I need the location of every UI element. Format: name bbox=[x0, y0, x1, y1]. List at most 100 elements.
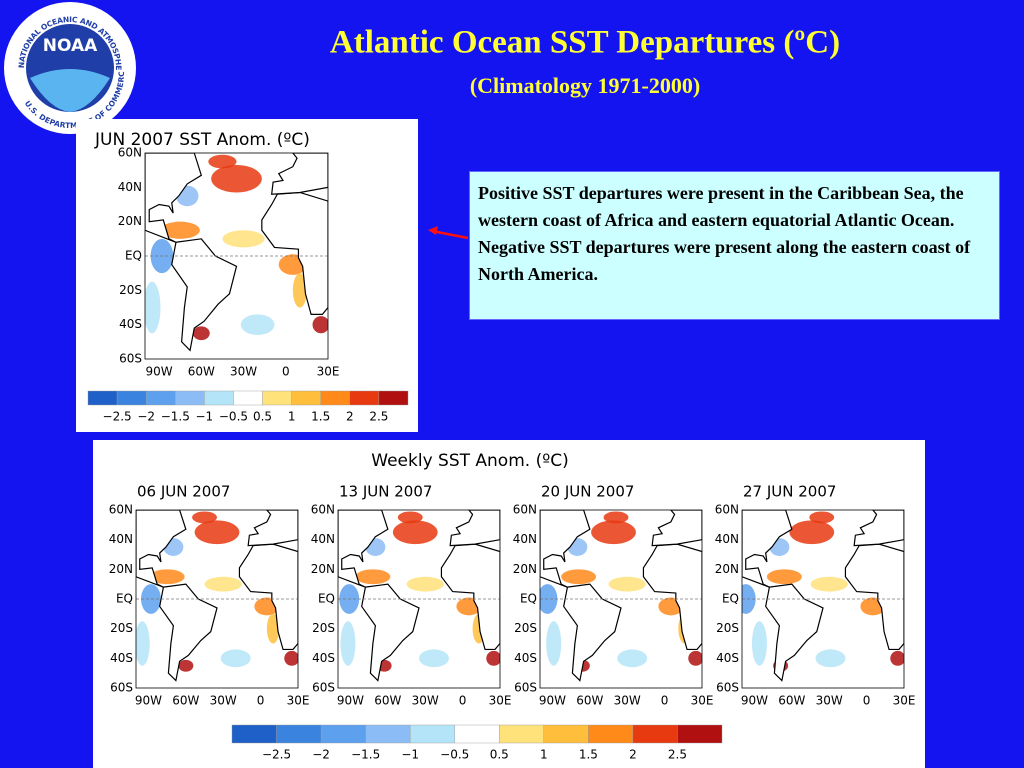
anomaly-region bbox=[208, 154, 237, 169]
lat-label: EQ bbox=[722, 592, 739, 606]
map-area bbox=[136, 510, 298, 688]
anomaly-region bbox=[149, 569, 185, 585]
anomaly-region bbox=[145, 281, 161, 334]
land bbox=[742, 510, 793, 588]
lon-label: 30W bbox=[210, 694, 237, 708]
map-frame bbox=[337, 509, 501, 689]
map bbox=[338, 510, 500, 688]
weekly-map-title: Weekly SST Anom. (ºC) bbox=[371, 451, 568, 471]
lon-label: 0 bbox=[863, 694, 871, 708]
lon-label: 30E bbox=[317, 365, 340, 379]
lon-label: 30W bbox=[412, 694, 439, 708]
land bbox=[361, 583, 420, 682]
anomaly-region bbox=[608, 576, 646, 592]
lon-label: 30E bbox=[893, 694, 916, 708]
lat-label: 40S bbox=[119, 317, 142, 331]
land bbox=[238, 543, 298, 651]
land bbox=[136, 510, 187, 588]
panel-title: 27 JUN 2007 bbox=[743, 483, 836, 501]
lon-label: 60W bbox=[576, 694, 603, 708]
colorbar-cell bbox=[204, 390, 234, 406]
lon-label: 90W bbox=[146, 365, 173, 379]
lon-label: 60W bbox=[374, 694, 401, 708]
anomaly-region bbox=[751, 621, 767, 666]
lat-label: 40N bbox=[513, 532, 537, 546]
lat-label: 40S bbox=[110, 651, 133, 665]
map-frame bbox=[741, 509, 905, 689]
map bbox=[145, 153, 328, 359]
lat-label: 60S bbox=[312, 681, 335, 695]
land bbox=[247, 510, 298, 547]
logo-text: NOAA bbox=[43, 36, 98, 56]
anomaly-region bbox=[211, 165, 262, 193]
colorbar-label: 1 bbox=[288, 410, 296, 424]
panel-title: 13 JUN 2007 bbox=[339, 483, 432, 501]
slide-title: Atlantic Ocean SST Departures (ºC) bbox=[330, 25, 840, 61]
slide-subtitle: (Climatology 1971-2000) bbox=[470, 73, 700, 98]
map bbox=[540, 510, 702, 688]
colorbar-cell bbox=[677, 724, 723, 744]
colorbar-cell bbox=[233, 390, 263, 406]
colorbar-label: 2 bbox=[629, 748, 637, 762]
lat-label: 40N bbox=[109, 532, 133, 546]
colorbar-cell bbox=[291, 390, 321, 406]
colorbar-label: 1.5 bbox=[311, 410, 330, 424]
map-area bbox=[338, 510, 500, 688]
land bbox=[651, 510, 702, 547]
land bbox=[145, 153, 203, 243]
lat-label: 20N bbox=[513, 562, 537, 576]
land bbox=[159, 583, 218, 682]
lon-label: 90W bbox=[741, 694, 768, 708]
lon-label: 60W bbox=[778, 694, 805, 708]
noaa-logo: NOAA NATIONAL OCEANIC AND ATMOSPHERIC AD… bbox=[0, 0, 136, 134]
lat-label: 20N bbox=[311, 562, 335, 576]
anomaly-region bbox=[340, 621, 356, 666]
lon-label: 30W bbox=[230, 365, 257, 379]
colorbar-label: 2.5 bbox=[369, 410, 388, 424]
colorbar-cell bbox=[454, 724, 500, 744]
lat-label: 20N bbox=[715, 562, 739, 576]
lon-label: 90W bbox=[337, 694, 364, 708]
lat-label: EQ bbox=[520, 592, 537, 606]
anomaly-region bbox=[890, 650, 904, 666]
lon-label: 30W bbox=[816, 694, 843, 708]
colorbar-label: −1.5 bbox=[161, 410, 190, 424]
map bbox=[136, 510, 298, 688]
colorbar-label: −2 bbox=[137, 410, 155, 424]
arrow-head bbox=[428, 226, 438, 235]
colorbar-cell bbox=[87, 390, 118, 406]
anomaly-region bbox=[809, 511, 835, 524]
colorbar-cell bbox=[499, 724, 545, 744]
colorbar-cell bbox=[231, 724, 277, 744]
lat-label: EQ bbox=[116, 592, 133, 606]
monthly-map-title: JUN 2007 SST Anom. (ºC) bbox=[94, 130, 310, 150]
anomaly-region bbox=[392, 520, 438, 545]
anomaly-region bbox=[486, 650, 500, 666]
colorbar-label: 1.5 bbox=[579, 748, 598, 762]
colorbar-label: −0.5 bbox=[440, 748, 469, 762]
map-area bbox=[742, 510, 904, 688]
colorbar-label: −1 bbox=[401, 748, 419, 762]
lat-label: 40N bbox=[715, 532, 739, 546]
anomaly-region bbox=[419, 649, 449, 668]
map-area bbox=[145, 153, 328, 359]
lat-label: EQ bbox=[318, 592, 335, 606]
colorbar-label: 2 bbox=[346, 410, 354, 424]
lon-label: 30E bbox=[287, 694, 310, 708]
colorbar-label: −1 bbox=[196, 410, 214, 424]
anomaly-region bbox=[204, 576, 242, 592]
lon-label: 0 bbox=[459, 694, 467, 708]
colorbar-label: 0.5 bbox=[253, 410, 272, 424]
lon-label: 30E bbox=[489, 694, 512, 708]
anomaly-region bbox=[194, 520, 240, 545]
lon-label: 60W bbox=[172, 694, 199, 708]
anomaly-region bbox=[292, 273, 307, 308]
map-frame bbox=[144, 152, 329, 360]
lat-label: 60N bbox=[118, 146, 142, 160]
anomaly-region bbox=[192, 511, 218, 524]
lat-label: 40N bbox=[118, 180, 142, 194]
map-frame bbox=[135, 509, 299, 689]
anomaly-region bbox=[603, 511, 629, 524]
anomaly-region bbox=[192, 326, 210, 341]
